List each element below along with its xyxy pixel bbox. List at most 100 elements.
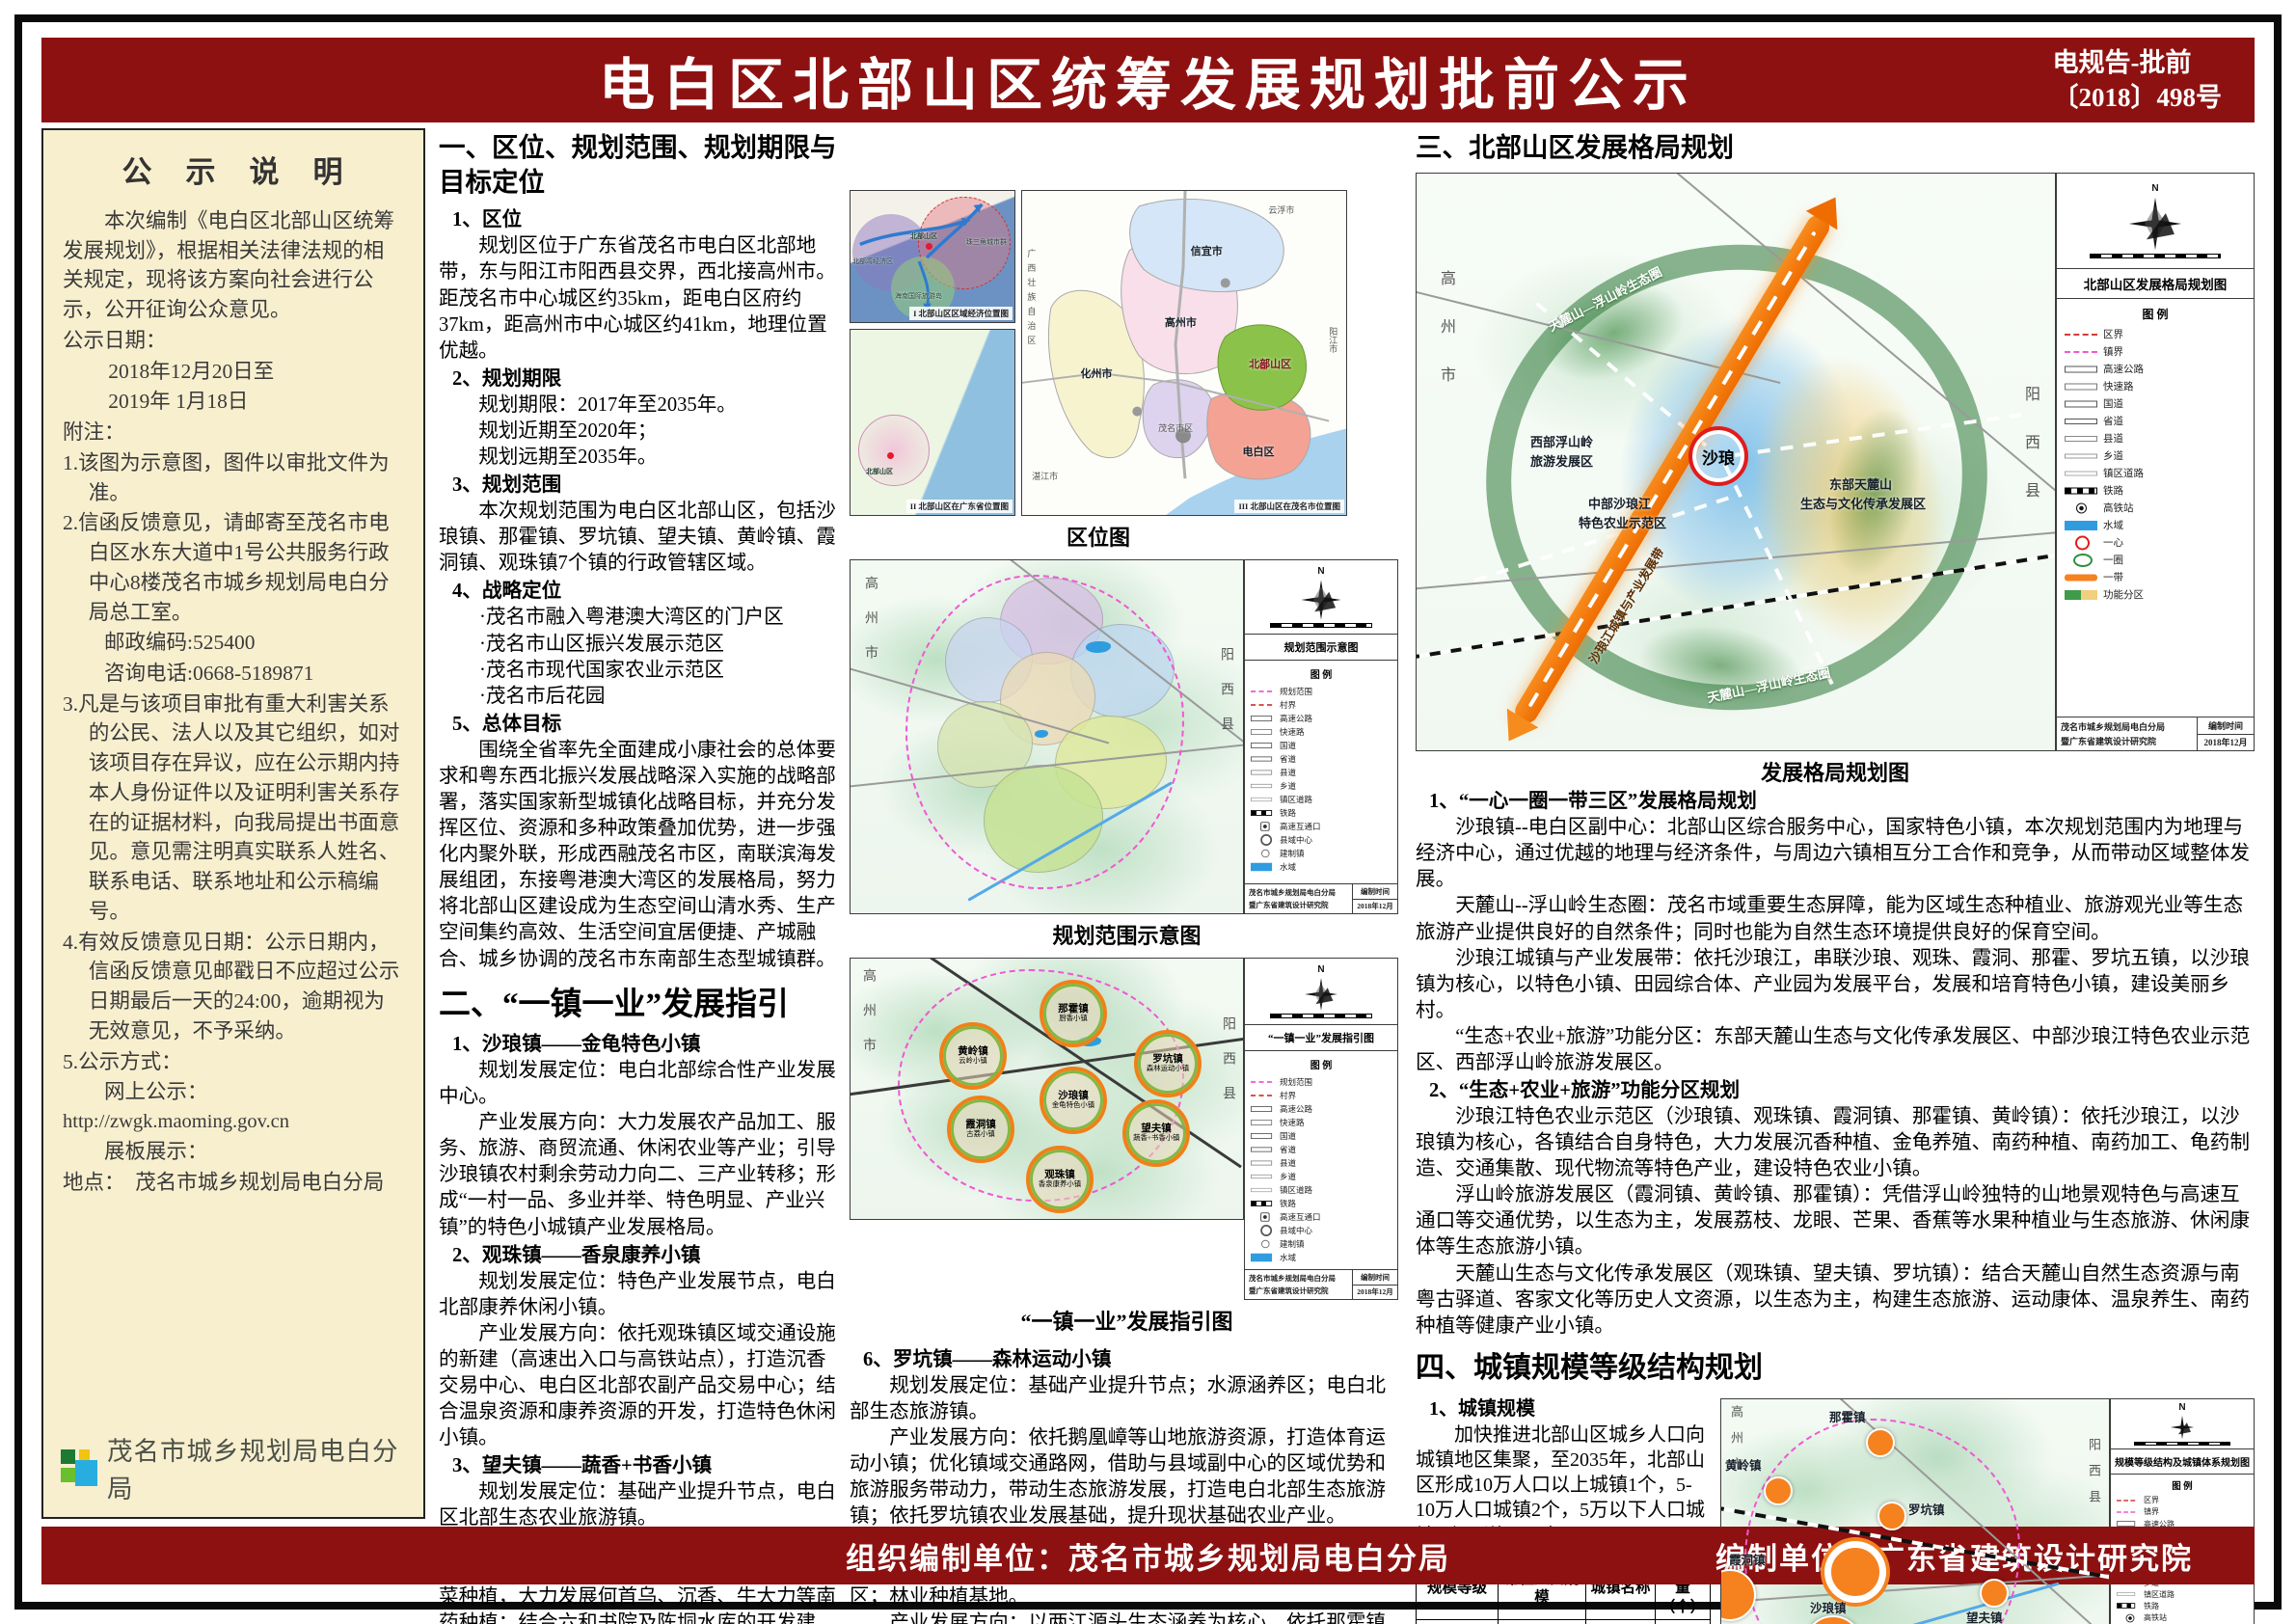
town-label: 望夫镇 bbox=[1966, 1611, 2003, 1624]
section-4-left: 1、城镇规模 加快推进北部山区城乡人口向城镇地区集聚，至2035年，北部山区形成1… bbox=[1416, 1394, 1711, 1624]
notice-line: 展板展示： bbox=[104, 1140, 208, 1164]
text-line: 产业发展方向：大力发展农产品加工、服务、旅游、商贸流通、休闲农业等产业；引导沙琅… bbox=[439, 1112, 836, 1238]
map-inner-caption: I 北部山区区域经济位置图 bbox=[909, 307, 1013, 320]
map-caption-industry: “一镇一业”发展指引图 bbox=[1020, 1310, 1233, 1334]
map-inner-caption: II 北部山区在广东省位置图 bbox=[905, 500, 1013, 513]
neighbor-label: 阳江市 bbox=[1328, 327, 1338, 354]
legend-item: 铁路 bbox=[2117, 1601, 2248, 1611]
legend-symbol bbox=[2117, 1508, 2135, 1516]
column-3-text: 1、“一心一圈一带三区”发展格局规划 沙琅镇--电白区副中心：北部山区综合服务中心… bbox=[1416, 789, 2255, 1340]
legend-symbol bbox=[2065, 417, 2097, 426]
text-line: 一、区位、规划范围、规划期限与目标定位 bbox=[439, 132, 837, 198]
legend-symbol bbox=[2065, 486, 2097, 496]
text-line: 规划发展定位：特色产业发展节点，电白北部康养休闲小镇。 bbox=[439, 1270, 836, 1318]
text-line: 规划发展定位：基础产业提升节点，电白区北部生态农业旅游镇。 bbox=[439, 1481, 836, 1529]
legend-symbol bbox=[2117, 1602, 2135, 1610]
legend-item: 水域 bbox=[1251, 861, 1391, 873]
map-maoming-position: 信宜市 高州市 化州市 茂名市区 电白区 北部山区 云浮市 阳江市 湛江市 广西… bbox=[1021, 190, 1347, 516]
legend-item: 国道 bbox=[2065, 396, 2246, 411]
notice-line: 2.信函反馈意见，请邮寄至茂名市电白区水东大道中1号公共服务行政中心8楼茂名市城… bbox=[63, 511, 390, 624]
compass-icon: N bbox=[1245, 959, 1397, 1025]
zone-label: 东部天麓山 bbox=[1829, 477, 1893, 493]
legend-item: 国道 bbox=[1251, 740, 1391, 751]
notice-line: 1.该图为示意图，图件以审批文件为准。 bbox=[63, 450, 390, 504]
doc-number-line2: 〔2018〕498号 bbox=[2052, 82, 2223, 112]
text-line: 产业发展方向：依托鹅凰嶂等山地旅游资源，打造体育运动小镇；优化镇域交通路网，借助… bbox=[850, 1427, 1387, 1528]
legend-symbol bbox=[1251, 742, 1272, 750]
town-node bbox=[1877, 1502, 1906, 1531]
neighbor-label: 高州市 bbox=[1438, 270, 1454, 416]
legend-item: 规划范围 bbox=[1251, 1076, 1391, 1088]
town-label: 霞洞镇 bbox=[1729, 1554, 1766, 1568]
legend-symbol bbox=[1251, 1092, 1272, 1100]
town-circle: 望夫镇 蔬香+书香小镇 bbox=[1122, 1099, 1190, 1167]
neighbor-label: 湛江市 bbox=[1032, 471, 1059, 481]
core-town-marker: 沙琅 bbox=[1688, 426, 1748, 487]
footer-organizer: 组织编制单位：茂名市城乡规划局电白分局 bbox=[846, 1541, 1450, 1576]
legend-item: 省道 bbox=[1251, 753, 1391, 765]
legend-symbol bbox=[2065, 521, 2097, 530]
text-line: ·茂名市现代国家农业示范区 bbox=[479, 659, 724, 681]
text-line: 规划发展定位：电白北部综合性产业发展中心。 bbox=[439, 1060, 836, 1108]
notice-text: 本次编制《电白区北部山区统筹发展规划》，根据相关法律法规的相关规定，现将该方案向… bbox=[63, 206, 404, 1198]
content-area: 公 示 说 明 本次编制《电白区北部山区统筹发展规划》，根据相关法律法规的相关规… bbox=[41, 128, 2255, 1624]
legend-symbol bbox=[1251, 823, 1272, 831]
column-2: 北部山区 珠三角城市群 北部湾经济区 海南国际旅游岛 I 北部山区区域经济位置图… bbox=[850, 128, 1404, 1624]
legend-item: 县道 bbox=[2065, 431, 2246, 446]
legend-symbol bbox=[2065, 451, 2097, 461]
legend-list: 图 例 规划范围 村界 bbox=[1245, 1051, 1397, 1269]
notice-line: 地点： 茂名市城乡规划局电白分局 bbox=[63, 1171, 385, 1195]
legend-panel-title: 规模等级结构及城镇体系规划图 bbox=[2111, 1449, 2254, 1475]
legend-item: 高速公路 bbox=[2065, 362, 2246, 376]
neighbor-label: 高州市 bbox=[863, 576, 878, 680]
legend-item: 铁路 bbox=[1251, 1198, 1391, 1209]
zone-label: 北部湾经济区 bbox=[852, 257, 893, 265]
text-line: 2、规划期限 bbox=[452, 367, 562, 390]
compass-icon: N bbox=[1245, 560, 1397, 635]
notice-line: 2018年12月20日至 bbox=[108, 359, 275, 383]
legend-item: 县域中心 bbox=[1251, 834, 1391, 846]
flow-arrows-icon bbox=[859, 203, 984, 311]
legend-symbol bbox=[1251, 796, 1272, 804]
legend-item: 功能分区 bbox=[2065, 587, 2246, 602]
legend-item: 高速公路 bbox=[2117, 1519, 2248, 1529]
legend-item: 高速公路 bbox=[1251, 713, 1391, 724]
legend-symbol bbox=[1251, 1200, 1272, 1208]
legend-item: 镇区道路 bbox=[1251, 1184, 1391, 1196]
legend-item: 水域 bbox=[2065, 518, 2246, 532]
notice-title: 公 示 说 明 bbox=[122, 155, 345, 189]
industry-legend-panel: N “一镇一业”发展指引图 图 例 bbox=[1244, 958, 1398, 1300]
page-title: 电白区北部山区统筹发展规划批前公示 bbox=[598, 54, 1697, 117]
map-caption-location: 区位图 bbox=[1066, 526, 1130, 550]
legend-item: 县道 bbox=[1251, 767, 1391, 778]
legend-item: 村界 bbox=[1251, 699, 1391, 711]
legend-symbol bbox=[1251, 1173, 1272, 1181]
main-area: 一、区位、规划范围、规划期限与目标定位 1、区位 规划区位于广东省茂名市电白区北部地… bbox=[425, 128, 2255, 1624]
legend-symbol bbox=[1251, 850, 1272, 858]
legend-symbol bbox=[2065, 590, 2097, 600]
legend-symbol bbox=[1251, 863, 1272, 872]
town-node bbox=[1866, 1428, 1895, 1458]
legend-symbol bbox=[1251, 688, 1272, 696]
town-label: 黄岭镇 bbox=[1725, 1459, 1762, 1474]
area-label: 北部山区 bbox=[866, 468, 893, 475]
column-3: 三、北部山区发展格局规划 高州市 阳西县 bbox=[1416, 128, 2255, 1624]
text-line: 2、观珠镇——香泉康养小镇 bbox=[452, 1244, 701, 1266]
neighbor-label: 阳西县 bbox=[2087, 1438, 2101, 1517]
text-line: 本次规划范围为电白区北部山区，包括沙琅镇、那霍镇、罗坑镇、望夫镇、黄岭镇、霞洞镇… bbox=[439, 501, 836, 575]
legend-symbol bbox=[1251, 755, 1272, 764]
legend-item: 高速互通口 bbox=[1251, 821, 1391, 832]
notice-sidebar: 公 示 说 明 本次编制《电白区北部山区统筹发展规划》，根据相关法律法规的相关规… bbox=[41, 128, 425, 1519]
text-line: “生态+农业+旅游”功能分区：东部天麓山生态与文化传承发展区、中部沙琅江特色农业… bbox=[1416, 1025, 2251, 1073]
legend-item: 规划范围 bbox=[1251, 686, 1391, 697]
town-label: 那霍镇 bbox=[1829, 1411, 1866, 1425]
neighbor-label: 高州市 bbox=[1729, 1405, 1743, 1484]
neighbor-label: 广西壮族自治区 bbox=[1026, 249, 1037, 351]
legend-symbol bbox=[2065, 573, 2097, 582]
legend-panel-title: 规划范围示意图 bbox=[1245, 635, 1397, 661]
town-label: 沙琅镇 bbox=[1810, 1602, 1847, 1616]
zone-label: 旅游发展区 bbox=[1530, 454, 1594, 470]
notice-line: 邮政编码:525400 bbox=[104, 631, 256, 655]
text-line: ·茂名市后花园 bbox=[479, 685, 606, 707]
legend-item: 建制镇 bbox=[1251, 848, 1391, 859]
